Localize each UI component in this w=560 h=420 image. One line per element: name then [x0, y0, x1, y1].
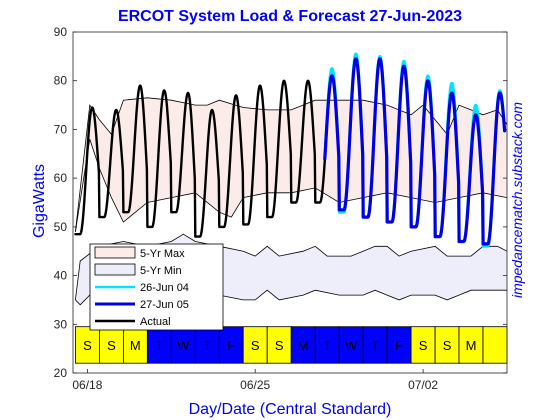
- day-label: S: [419, 338, 428, 353]
- y-tick-label: 20: [54, 366, 68, 380]
- y-tick-label: 90: [54, 25, 68, 39]
- legend-entry-26jun04-label: 26-Jun 04: [140, 282, 189, 294]
- band-5yr-max-lower-line: [75, 139, 507, 232]
- day-cell: [75, 326, 100, 364]
- watermark-label: impedancematch.substack.com: [509, 102, 525, 298]
- day-label: M: [130, 338, 141, 353]
- legend-entry-actual-label: Actual: [140, 316, 171, 328]
- day-cell: [458, 326, 484, 364]
- legend-entry-5yr-min-swatch: [94, 263, 136, 276]
- day-cell: [266, 326, 292, 364]
- legend-entry-5yr-min-label: 5-Yr Min: [140, 265, 182, 277]
- day-label: S: [107, 338, 116, 353]
- day-label: M: [298, 338, 309, 353]
- day-cell: [194, 326, 220, 364]
- x-tick-label: 07/02: [408, 378, 438, 392]
- day-label: W: [345, 338, 358, 353]
- day-label: S: [83, 338, 92, 353]
- x-tick-label: 06/18: [72, 378, 102, 392]
- legend: 5-Yr Max 5-Yr Min 26-Jun 04 27-Jun 05 Actual: [89, 243, 224, 331]
- legend-entry-5yr-max-label: 5-Yr Max: [140, 248, 185, 260]
- day-label: F: [395, 338, 403, 353]
- day-label: T: [203, 338, 211, 353]
- day-cell: [314, 326, 340, 364]
- day-label: S: [251, 338, 260, 353]
- series-27jun05-line: [323, 57, 507, 246]
- y-tick-label: 40: [54, 269, 68, 283]
- day-label: F: [227, 338, 235, 353]
- day-cell: [170, 326, 196, 364]
- day-label: W: [177, 338, 190, 353]
- day-label: S: [275, 338, 284, 353]
- day-label: T: [323, 338, 331, 353]
- plot-frame: [72, 31, 508, 374]
- day-cell: [434, 326, 460, 364]
- day-cell: [290, 326, 316, 364]
- series-actual-line: [74, 79, 326, 238]
- y-tick-label: 80: [54, 74, 68, 88]
- day-cell: [146, 326, 172, 364]
- day-cell: [386, 326, 412, 364]
- x-tick-label: 06/25: [240, 378, 270, 392]
- legend-entry-27jun05-label: 27-Jun 05: [140, 299, 189, 311]
- y-tick-label: 50: [54, 220, 68, 234]
- day-label: T: [371, 338, 379, 353]
- y-axis-label: GigaWatts: [31, 164, 48, 238]
- day-label: S: [443, 338, 452, 353]
- day-cell: [482, 326, 508, 364]
- y-tick-label: 30: [54, 317, 68, 331]
- y-tick-label: 70: [54, 122, 68, 136]
- x-axis-label: Day/Date (Central Standard): [189, 401, 392, 418]
- day-label: M: [466, 338, 477, 353]
- y-tick-label: 60: [54, 171, 68, 185]
- day-label: T: [155, 338, 163, 353]
- legend-entry-5yr-max-swatch: [94, 246, 136, 259]
- chart-title: ERCOT System Load & Forecast 27-Jun-2023: [118, 8, 462, 25]
- day-cell: [362, 326, 388, 364]
- band-5yr-max-upper-line: [75, 97, 507, 232]
